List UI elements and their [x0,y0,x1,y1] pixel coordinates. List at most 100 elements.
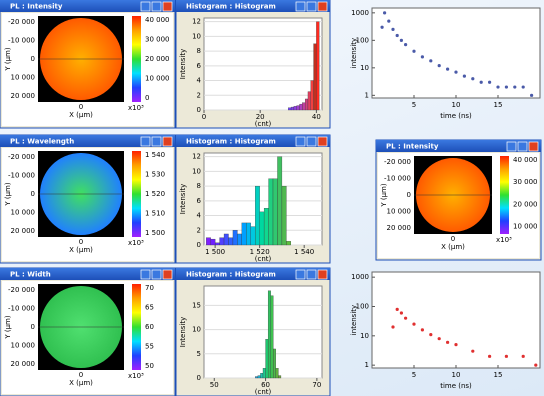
histogram-bar [257,375,261,379]
close-button[interactable] [162,136,173,147]
window-button[interactable] [151,1,162,12]
y-tick-label: 20 000 [11,92,36,100]
y-tick-label: 100 [356,36,369,44]
y-tick-label: 20 000 [387,224,412,232]
plot-area [203,285,323,379]
data-point [420,328,424,332]
data-point [471,349,475,353]
y-tick-label: 0 [31,55,35,63]
colorbar-label: 1 540 [145,151,165,159]
data-point [496,85,500,89]
window-button[interactable] [306,269,317,280]
window-button[interactable] [140,136,151,147]
plot-area [371,271,541,369]
y-tick-label: 10 [192,32,201,40]
histogram-bar [286,241,291,246]
data-point [462,74,466,78]
y-tick-label: 8 [197,182,201,190]
data-point [471,77,475,81]
colorbar [132,151,141,237]
y-tick-label: 10 000 [387,208,412,216]
y-tick-label: 10 000 [11,342,36,350]
x-tick-label: 40 [312,113,321,121]
window-button[interactable] [306,1,317,12]
y-tick-label: -20 000 [8,153,35,161]
histogram-bar [313,43,317,111]
y-tick-label: 0 [197,241,201,249]
y-tick-label: 0 [407,191,411,199]
y-label: Y (µm) [4,47,12,72]
data-point [404,316,408,320]
data-point [420,55,424,59]
window-button[interactable] [295,1,306,12]
data-point [399,311,403,315]
colorbar-label: 20 000 [513,200,538,208]
y-tick-label: 0 [31,190,35,198]
colorbar-label: 1 520 [145,190,165,198]
window-title: PL : Width [10,271,51,279]
colorbar-label: 50 [145,362,154,370]
data-point [391,325,395,329]
y-tick-label: -10 000 [8,37,35,45]
y-label: Intensity [179,184,187,214]
window-button[interactable] [295,136,306,147]
histogram-bar [270,295,274,379]
y-tick-label: 1000 [351,273,369,281]
title-bar [0,0,175,12]
histogram-bar [262,368,266,379]
histogram-bar [214,242,220,246]
window-button[interactable] [151,269,162,280]
data-point [534,363,538,367]
close-button[interactable] [317,136,328,147]
histogram-bar [281,185,287,246]
histogram-bar [206,237,211,246]
x-exponent: x10³ [496,236,512,244]
x-label: time (ns) [440,112,472,120]
x-exponent: x10³ [128,372,144,380]
y-tick-label: 0 [197,374,201,382]
histogram-bar [288,107,292,111]
data-point [454,343,458,347]
x-tick-label: 70 [312,381,321,389]
window-button[interactable] [306,136,317,147]
x-tick-label: 15 [494,371,503,379]
x-tick-label: 10 [452,101,461,109]
y-tick-label: 100 [356,302,369,310]
histogram-bar [255,376,259,379]
x-label: time (ns) [440,382,472,390]
close-button[interactable] [317,1,328,12]
close-button[interactable] [317,269,328,280]
close-button[interactable] [162,269,173,280]
colorbar-label: 65 [145,304,154,312]
y-tick-label: 4 [197,77,202,85]
x-tick-label: 0 [451,235,455,243]
y-tick-label: 1 [365,361,369,369]
window-button[interactable] [295,269,306,280]
window-title: PL : Intensity [386,143,439,151]
histogram-bar [278,375,282,379]
close-button[interactable] [528,141,539,152]
y-tick-label: 12 [192,18,201,26]
data-point [446,340,450,344]
y-tick-label: 12 [192,153,201,161]
window-button[interactable] [506,141,517,152]
close-button[interactable] [162,1,173,12]
histogram-bar [302,102,306,111]
window-button[interactable] [140,269,151,280]
x-tick-label: 0 [79,371,83,379]
title-bar [176,0,330,12]
y-tick-label: 15 [192,301,201,309]
histogram-bar [265,339,269,379]
y-tick-label: 6 [197,62,202,70]
window-button[interactable] [140,1,151,12]
histogram-bar [272,178,278,246]
y-tick-label: 8 [197,47,201,55]
window-button[interactable] [517,141,528,152]
data-point [513,85,517,89]
y-tick-label: 10 [360,332,369,340]
window-button[interactable] [151,136,162,147]
histogram-bar [268,178,274,246]
y-tick-label: 1 [365,91,369,99]
y-tick-label: 20 000 [11,360,36,368]
